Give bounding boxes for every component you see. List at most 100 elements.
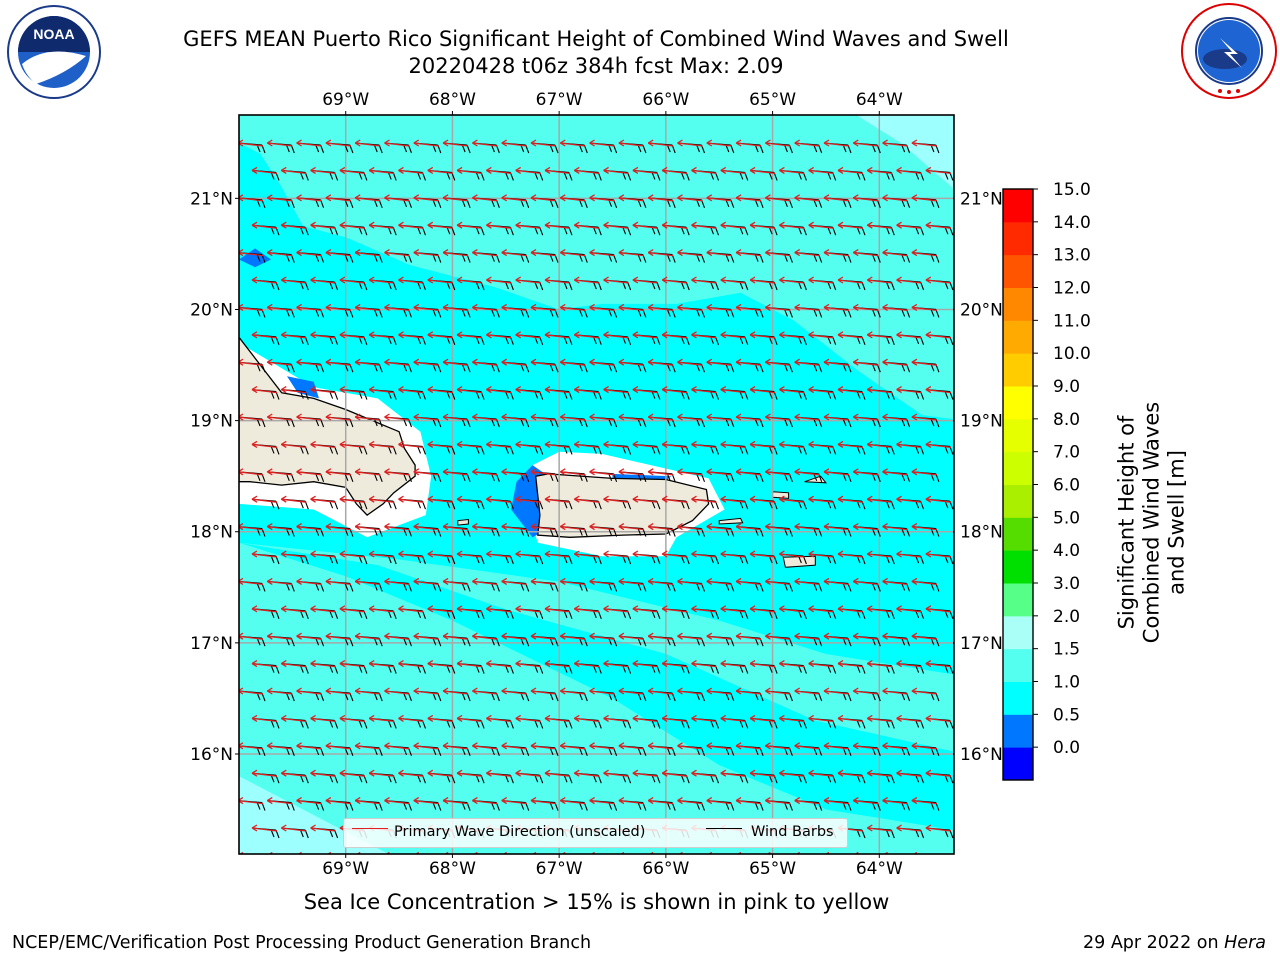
wave-band-north (239, 115, 954, 420)
wave-direction-arrow (765, 577, 791, 586)
footer-host: Hera (1224, 933, 1266, 953)
wave-direction-arrow (779, 276, 805, 284)
wave-direction-arrow (530, 249, 557, 257)
wave-direction-arrow (632, 440, 658, 449)
wave-direction-arrow (720, 386, 746, 394)
wave-direction-arrow (765, 523, 791, 531)
wave-direction-arrow (632, 386, 658, 394)
wave-direction-arrow (925, 440, 951, 449)
wave-direction-arrow (544, 386, 571, 394)
map-field (239, 115, 954, 865)
wave-direction-arrow (866, 386, 893, 394)
wave-direction-arrow (239, 577, 264, 586)
wave-direction-arrow (603, 714, 629, 723)
wave-direction-arrow (544, 221, 571, 229)
wave-direction-arrow (472, 742, 498, 750)
colorbar-swatch (1003, 714, 1033, 748)
wave-direction-arrow (823, 413, 850, 421)
noaa-logo-text: NOAA (33, 26, 74, 42)
colorbar-tick-label: 15.0 (1053, 180, 1091, 200)
wave-direction-arrow (925, 331, 951, 339)
wave-direction-arrow (398, 331, 424, 339)
lat-label-right: 19°N (960, 412, 1003, 432)
wave-direction-arrow (354, 742, 381, 750)
wave-direction-arrow (239, 687, 264, 695)
wave-direction-arrow (427, 440, 453, 449)
lat-label-right: 21°N (960, 189, 1003, 209)
wave-direction-arrow (368, 605, 395, 613)
wave-direction-arrow (501, 468, 527, 476)
wave-direction-arrow (852, 194, 879, 202)
lon-label-top: 67°W (536, 90, 583, 110)
wave-direction-arrow (501, 632, 527, 640)
wave-direction-arrow (896, 331, 922, 339)
wave-direction-arrow (559, 358, 586, 366)
wave-direction-arrow (515, 440, 541, 449)
wave-direction-arrow (573, 660, 600, 668)
wave-direction-arrow (310, 276, 336, 284)
wave-direction-arrow (368, 221, 395, 229)
wave-direction-arrow (384, 632, 410, 640)
wave-direction-arrow (882, 139, 908, 147)
wave-direction-arrow (559, 139, 586, 147)
wave-direction-arrow (486, 221, 512, 229)
wave-direction-arrow (544, 440, 571, 449)
wave-direction-arrow (354, 303, 381, 312)
wave-direction-arrow (427, 386, 453, 394)
wave-direction-arrow (779, 331, 805, 339)
wave-direction-arrow (618, 303, 644, 312)
wave-direction-arrow (442, 523, 469, 531)
wave-direction-arrow (866, 276, 893, 284)
wave-direction-arrow (735, 194, 762, 202)
wave-direction-arrow (384, 742, 410, 750)
wave-direction-arrow (296, 797, 322, 805)
wave-direction-arrow (691, 605, 717, 613)
wave-direction-arrow (442, 742, 469, 750)
wave-direction-arrow (794, 194, 820, 202)
sea-ice-caption: Sea Ice Concentration > 15% is shown in … (303, 890, 890, 914)
wave-direction-arrow (573, 769, 600, 777)
lat-label-left: 16°N (190, 745, 233, 765)
wave-direction-arrow (779, 495, 805, 503)
wind-barb (795, 855, 822, 865)
wave-direction-arrow (706, 303, 732, 312)
wave-direction-arrow (339, 221, 365, 229)
wave-direction-arrow (837, 605, 864, 613)
wave-direction-arrow (661, 221, 688, 229)
colorbar-swatch (1003, 484, 1033, 518)
wave-direction-arrow (837, 769, 864, 777)
wave-direction-arrow (280, 166, 307, 175)
wave-direction-arrow (280, 714, 307, 723)
wave-direction-arrow (706, 194, 732, 202)
wave-direction-arrow (310, 386, 336, 394)
wave-direction-arrow (735, 577, 762, 586)
lat-label-left: 18°N (190, 523, 233, 543)
wave-direction-arrow (398, 495, 424, 503)
st-croix-land (782, 555, 816, 568)
wave-direction-arrow (266, 523, 293, 531)
wave-direction-arrow (239, 358, 264, 366)
wave-direction-arrow (398, 550, 424, 558)
wave-direction-arrow (779, 660, 805, 668)
wave-direction-arrow (325, 139, 351, 147)
footer-branch: NCEP/EMC/Verification Post Processing Pr… (12, 933, 592, 953)
wave-direction-arrow (427, 550, 453, 558)
wave-direction-arrow (823, 194, 850, 202)
colorbar-swatch (1003, 353, 1033, 387)
wave-direction-arrow (632, 166, 658, 175)
wave-direction-arrow (852, 413, 879, 421)
wave-direction-arrow (456, 221, 483, 229)
lon-label-top: 68°W (429, 90, 476, 110)
wave-direction-arrow (677, 687, 703, 695)
wave-direction-arrow (749, 605, 776, 613)
wave-direction-arrow (427, 605, 453, 613)
wave-direction-arrow (603, 495, 629, 503)
map-legend: Primary Wave Direction (unscaled) Wind B… (343, 818, 848, 848)
wave-direction-arrow (896, 605, 922, 613)
wave-direction-arrow (530, 303, 557, 312)
wave-direction-arrow (911, 468, 937, 476)
wave-direction-arrow (603, 440, 629, 449)
wave-direction-arrow (354, 413, 381, 421)
wave-direction-arrow (354, 358, 381, 366)
colorbar-swatch (1003, 517, 1033, 551)
